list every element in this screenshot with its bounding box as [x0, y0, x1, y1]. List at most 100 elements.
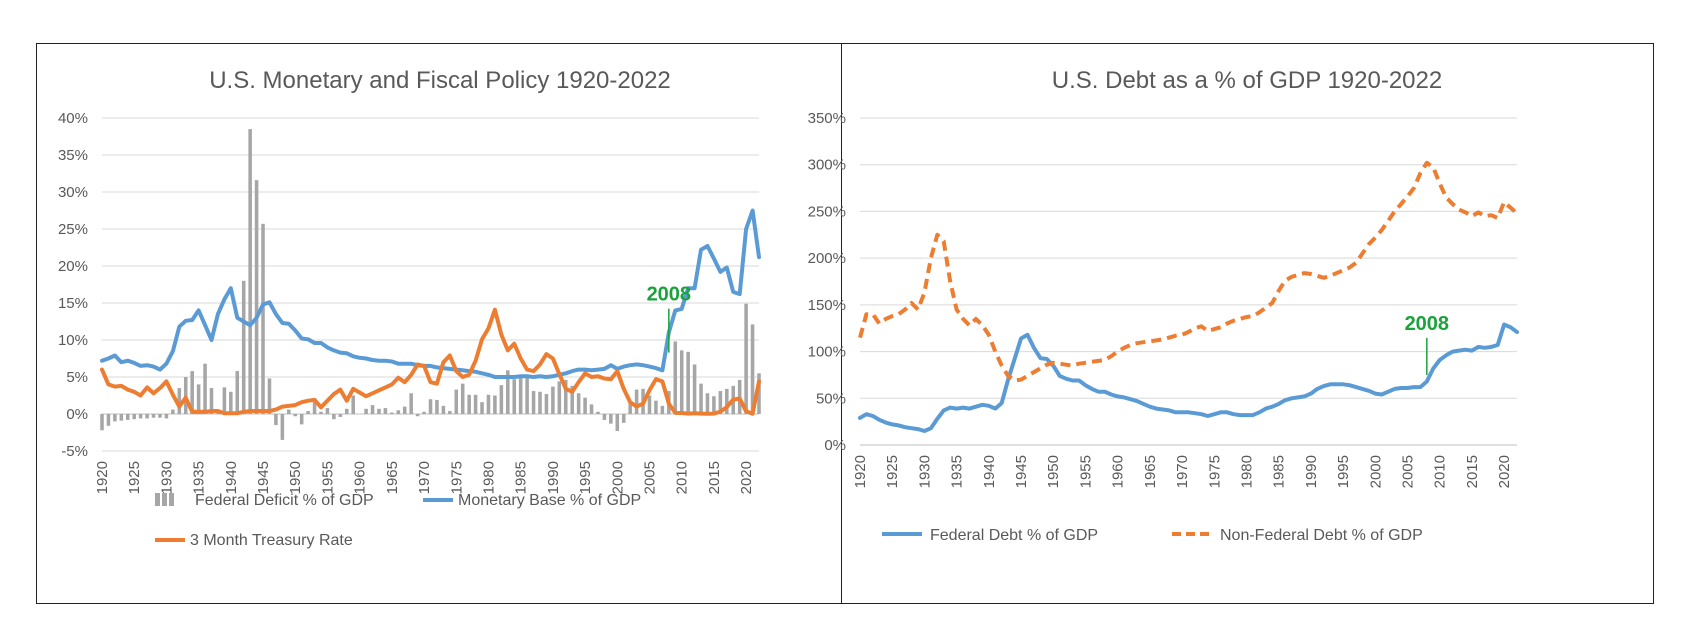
y-tick-label: 40% [58, 110, 88, 127]
deficit-bar [241, 280, 246, 414]
deficit-bar [119, 414, 124, 421]
deficit-bar [132, 414, 136, 420]
x-tick-label: 1950 [287, 461, 304, 494]
legend-swatch-deficit [162, 493, 167, 506]
y-axis-ticks: 40% 35% 30% 25% 20% 15% 10% 5% 0% -5% [58, 110, 88, 460]
legend-item-treasury-rate[interactable]: 3 Month Treasury Rate [155, 532, 353, 549]
deficit-bar [563, 379, 568, 414]
y-tick-label: 300% [808, 157, 846, 174]
y-tick-label: 20% [58, 258, 88, 275]
y-tick-label: 15% [58, 295, 88, 312]
deficit-bar [164, 414, 169, 419]
deficit-bar [712, 396, 716, 414]
deficit-bar [493, 395, 497, 414]
deficit-bar [518, 377, 523, 414]
deficit-bar [467, 394, 471, 414]
legend: Federal Debt % of GDP Non-Federal Debt %… [882, 527, 1423, 544]
legend-item-non-federal-debt[interactable]: Non-Federal Debt % of GDP [1172, 527, 1423, 544]
deficit-bar [750, 324, 755, 414]
deficit-bar [158, 414, 162, 418]
deficit-bar [531, 391, 536, 414]
deficit-bar [512, 379, 517, 414]
legend-label-deficit: Federal Deficit % of GDP [195, 492, 374, 509]
deficit-bar [570, 385, 574, 414]
x-axis-ticks: 1920 1925 1930 1935 1940 1945 1950 1955 1960 1965… [852, 455, 1513, 488]
x-tick-label: 2015 [706, 461, 723, 494]
legend-label-non-federal-debt: Non-Federal Debt % of GDP [1220, 527, 1423, 544]
deficit-bar [383, 408, 388, 414]
deficit-bar [280, 414, 285, 440]
monetary-fiscal-chart-panel: U.S. Monetary and Fiscal Policy 1920-202… [36, 43, 843, 604]
y-tick-label: 0% [824, 437, 846, 454]
legend-item-federal-debt[interactable]: Federal Debt % of GDP [882, 527, 1098, 544]
deficit-bar [267, 378, 272, 414]
x-tick-label: 1920 [94, 461, 111, 494]
deficit-bar [699, 383, 703, 414]
deficit-bar [138, 414, 143, 419]
debt-chart: U.S. Debt as a % of GDP 1920-2022 350% 30… [808, 67, 1519, 544]
legend-item-deficit[interactable]: Federal Deficit % of GDP [155, 492, 374, 509]
legend-swatch-deficit [155, 493, 160, 506]
deficit-bar [151, 414, 156, 418]
x-tick-label: 1940 [981, 455, 998, 488]
x-tick-label: 1975 [1206, 455, 1223, 488]
deficit-bar [499, 385, 504, 414]
x-tick-label: 2010 [674, 461, 691, 494]
series-line-federal-debt-of-gdp [858, 322, 1519, 433]
deficit-bar [364, 408, 368, 414]
deficit-bar [473, 394, 478, 414]
deficit-bar [351, 395, 355, 414]
y-tick-label: 25% [58, 221, 88, 238]
x-tick-label: 2010 [1432, 455, 1449, 488]
x-tick-label: 1970 [1174, 455, 1191, 488]
x-tick-label: 1970 [416, 461, 433, 494]
y-tick-label: 5% [66, 369, 88, 386]
deficit-bar [673, 341, 678, 414]
legend: Federal Deficit % of GDP Monetary Base %… [155, 492, 641, 549]
annotation-2008: 2008 [1405, 313, 1449, 375]
x-tick-label: 1965 [384, 461, 401, 494]
y-tick-label: 100% [808, 344, 846, 361]
deficit-bar [190, 371, 194, 414]
deficit-bar [319, 411, 323, 414]
x-tick-label: 1925 [884, 455, 901, 488]
deficit-bar [609, 414, 613, 424]
deficit-bar [415, 414, 420, 417]
y-gridlines [860, 117, 1517, 446]
x-tick-label: 2020 [1496, 455, 1513, 488]
deficit-bar [113, 414, 117, 422]
deficit-bar [299, 414, 304, 425]
deficit-bar [480, 402, 484, 414]
x-tick-label: 1995 [577, 461, 594, 494]
deficit-bar [248, 129, 252, 414]
deficit-bar [402, 406, 407, 414]
deficit-bar [222, 387, 227, 414]
x-tick-label: 1945 [1013, 455, 1030, 488]
deficit-bar [409, 393, 413, 414]
x-tick-label: 1920 [852, 455, 869, 488]
x-tick-label: 1945 [255, 461, 272, 494]
deficit-bar [692, 364, 697, 414]
deficit-bar [332, 414, 336, 420]
deficit-bar [370, 405, 375, 414]
deficit-bar [538, 391, 542, 414]
deficit-bar [544, 394, 549, 414]
x-tick-label: 1930 [916, 455, 933, 488]
x-tick-label: 2000 [1367, 455, 1384, 488]
deficit-bar [196, 384, 201, 414]
deficit-bar [660, 405, 665, 414]
deficit-bar [757, 373, 761, 414]
deficit-bar [583, 397, 587, 414]
legend-item-monetary-base[interactable]: Monetary Base % of GDP [423, 492, 641, 509]
x-tick-label: 1975 [448, 461, 465, 494]
chart-title: U.S. Debt as a % of GDP 1920-2022 [1052, 67, 1442, 94]
chart-title: U.S. Monetary and Fiscal Policy 1920-202… [209, 67, 671, 94]
line-series [858, 160, 1519, 433]
deficit-bar [448, 411, 452, 414]
x-tick-label: 2020 [738, 461, 755, 494]
deficit-bar [209, 388, 214, 414]
deficit-bar [525, 377, 529, 414]
x-tick-label: 1960 [352, 461, 369, 494]
deficit-bar [441, 405, 446, 414]
x-tick-label: 1985 [513, 461, 530, 494]
